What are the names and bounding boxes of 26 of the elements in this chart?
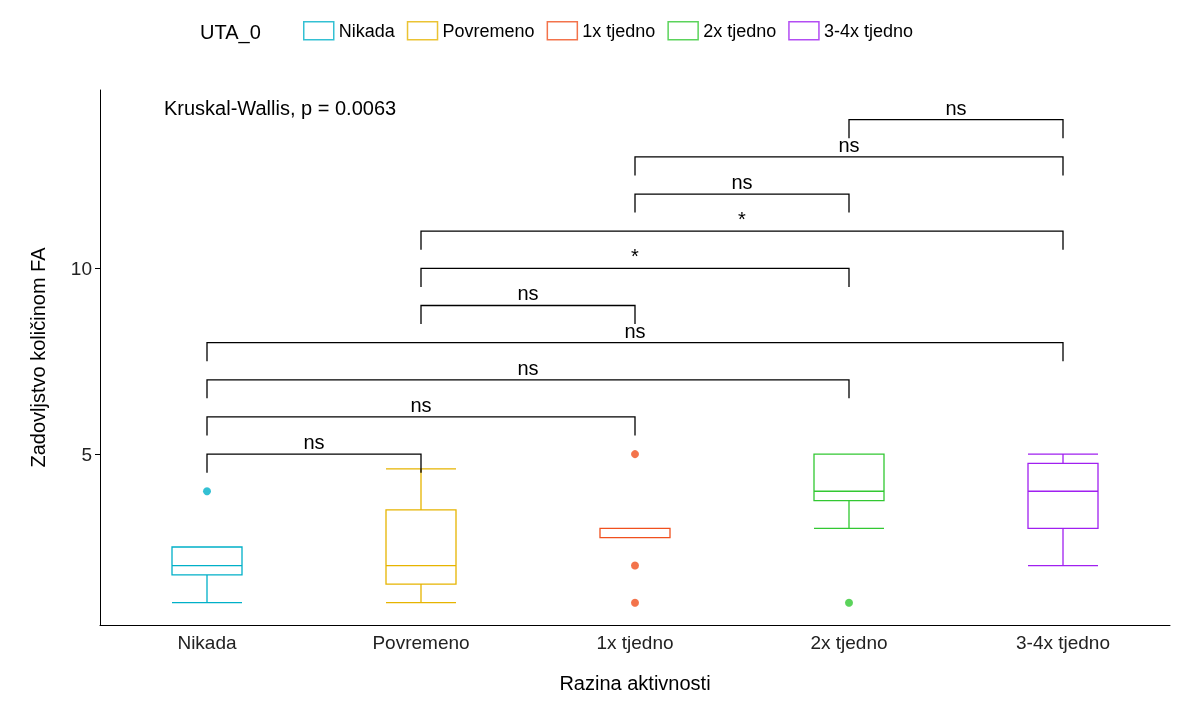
y-tick-label: 10 [70,257,92,279]
legend-label: 2x tjedno [703,20,777,41]
annotation: Kruskal-Wallis, p = 0.0063 [164,97,397,119]
x-axis-title: Razina aktivnosti [559,672,711,694]
annotation: ns [410,393,432,416]
y-axis-title: Zadovljstvo količinom FA [27,246,49,468]
x-tick-label: Nikada [177,632,237,653]
x-tick-label: 2x tjedno [810,632,888,653]
annotation: ns [838,133,860,156]
legend-label: Nikada [338,20,396,41]
legend-label: 3-4x tjedno [823,20,913,41]
x-tick-label: Povremeno [372,632,470,653]
annotation: ns [303,431,325,454]
annotation: ns [624,319,646,342]
annotation: * [631,245,640,268]
legend-label: Povremeno [442,20,535,41]
annotation: * [738,208,747,231]
legend-label: 1x tjedno [582,20,656,41]
x-tick-label: 3-4x tjedno [1015,632,1111,653]
y-tick-label: 5 [81,443,92,465]
legend-title: UTA_0 [200,21,261,44]
annotation: ns [945,96,967,119]
annotation: ns [731,171,753,194]
annotation: ns [517,356,539,379]
annotation: ns [517,282,539,305]
x-tick-label: 1x tjedno [596,632,674,653]
